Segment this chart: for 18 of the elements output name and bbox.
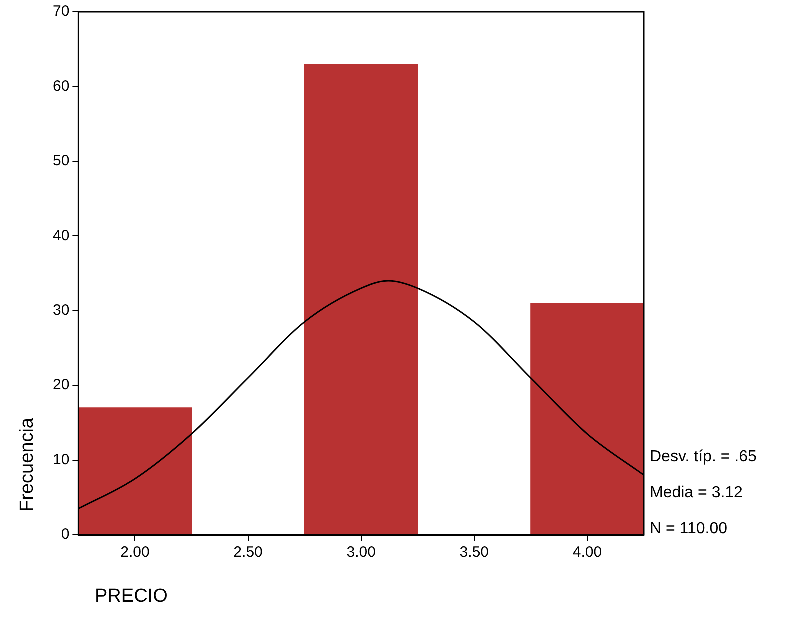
y-tick-label: 20 <box>52 376 70 394</box>
y-tick-label: 0 <box>61 526 70 544</box>
y-tick-label: 60 <box>52 78 70 95</box>
text: N = 110.00 <box>650 520 728 538</box>
y-tick-label: 40 <box>52 227 70 244</box>
text: Media = 3.12 <box>650 484 744 502</box>
y-tick-label: 30 <box>52 302 70 319</box>
y-tick-label: 10 <box>52 451 70 468</box>
x-tick-label: 4.00 <box>572 544 602 562</box>
x-tick-label: 2.00 <box>120 544 150 562</box>
x-tick-label: 3.50 <box>460 544 490 562</box>
x-tick-label: 2.50 <box>234 544 263 562</box>
text: Desv. típ. = .65 <box>650 448 757 466</box>
y-tick-label: 70 <box>52 3 70 20</box>
x-tick-label: 3.00 <box>346 544 376 562</box>
y-axis-title: Frecuencia <box>17 418 38 512</box>
y-tick-label: 50 <box>52 152 70 170</box>
x-axis-title: PRECIO <box>95 586 168 608</box>
